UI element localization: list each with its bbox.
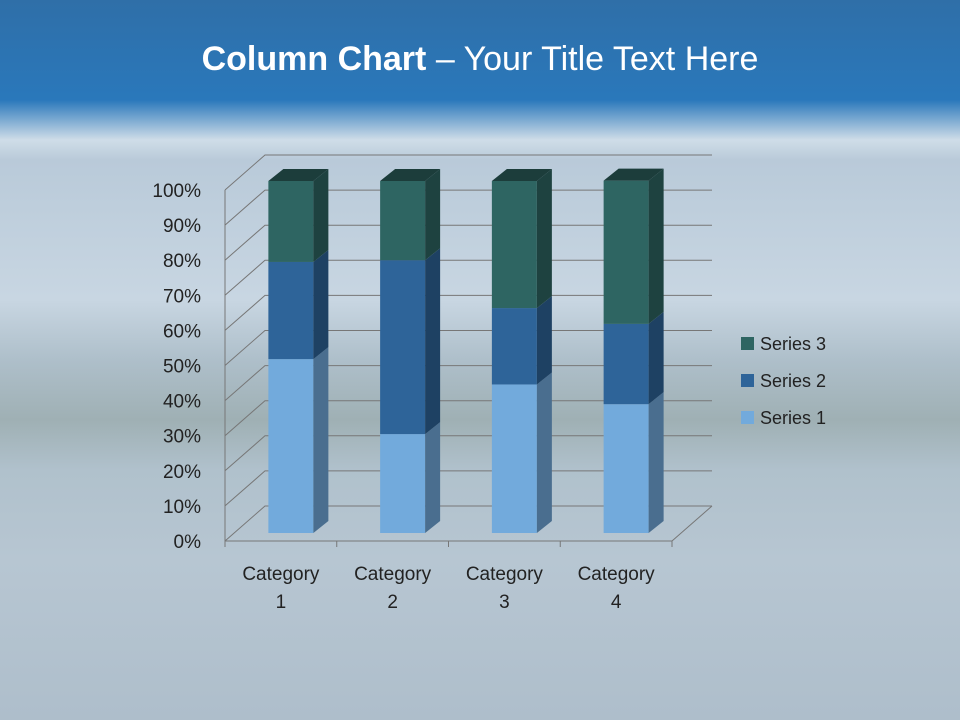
y-tick-label: 50% (163, 357, 201, 378)
title-bold: Column Chart (201, 40, 427, 78)
bar-side (425, 169, 441, 261)
x-tick-label: 3 (499, 592, 510, 613)
gridline (224, 189, 712, 226)
y-tick-label: 80% (163, 251, 201, 272)
gridline (224, 365, 712, 401)
bar-front (603, 180, 649, 324)
legend-label: Series 3 (760, 334, 826, 354)
legend-label: Series 1 (760, 408, 826, 428)
bar-front (380, 260, 426, 435)
bar-side (648, 311, 664, 405)
legend-swatch (741, 411, 754, 424)
legend-label: Series 2 (760, 371, 826, 391)
bar-front (603, 323, 649, 405)
x-tick-label: Category (242, 564, 320, 585)
bar-side (313, 347, 329, 533)
gridline (224, 400, 712, 437)
gridline (224, 330, 712, 366)
y-tick-label: 10% (163, 497, 201, 518)
y-tick-label: 90% (163, 216, 201, 237)
bar-front (603, 404, 649, 533)
bar-side (536, 296, 552, 385)
bar-side (425, 422, 441, 533)
x-tick-label: 1 (276, 592, 287, 613)
gridline (224, 505, 712, 542)
gridline (224, 294, 712, 331)
x-tick-label: Category (354, 564, 432, 585)
bar-top (491, 169, 552, 181)
bar-top (380, 169, 441, 181)
bar-top (268, 169, 329, 181)
gridline (224, 224, 712, 261)
y-tick-label: 100% (152, 181, 201, 202)
bar-side (648, 168, 664, 324)
bar-front (268, 181, 314, 262)
legend-swatch (741, 337, 754, 350)
bar-side (648, 392, 664, 533)
y-tick-label: 70% (163, 286, 201, 307)
legend-swatch (741, 374, 754, 387)
bar-front (380, 181, 426, 261)
bar-front (491, 181, 537, 309)
gridline (224, 435, 712, 472)
bar-front (491, 308, 537, 385)
bar-front (268, 359, 314, 533)
gridline (224, 154, 712, 191)
y-tick-label: 20% (163, 462, 201, 483)
bar-side (313, 249, 329, 360)
bar-top (603, 168, 664, 181)
y-tick-label: 30% (163, 427, 201, 448)
bar-side (536, 169, 552, 309)
bar-side (425, 248, 441, 435)
y-tick-label: 0% (174, 532, 202, 553)
gridline (224, 259, 712, 296)
x-tick-label: 4 (611, 592, 622, 613)
slide-title: Column Chart – Your Title Text Here (0, 40, 960, 79)
bar-side (536, 372, 552, 533)
x-tick-label: Category (466, 564, 544, 585)
gridline (224, 470, 712, 507)
bar-front (268, 261, 314, 360)
y-tick-label: 60% (163, 321, 201, 342)
title-rest: – Your Title Text Here (426, 40, 759, 78)
bar-side (313, 169, 329, 262)
x-tick-label: 2 (387, 592, 398, 613)
bar-front (491, 384, 537, 533)
y-tick-label: 40% (163, 392, 201, 413)
x-tick-label: Category (578, 564, 656, 585)
bar-front (380, 434, 426, 533)
